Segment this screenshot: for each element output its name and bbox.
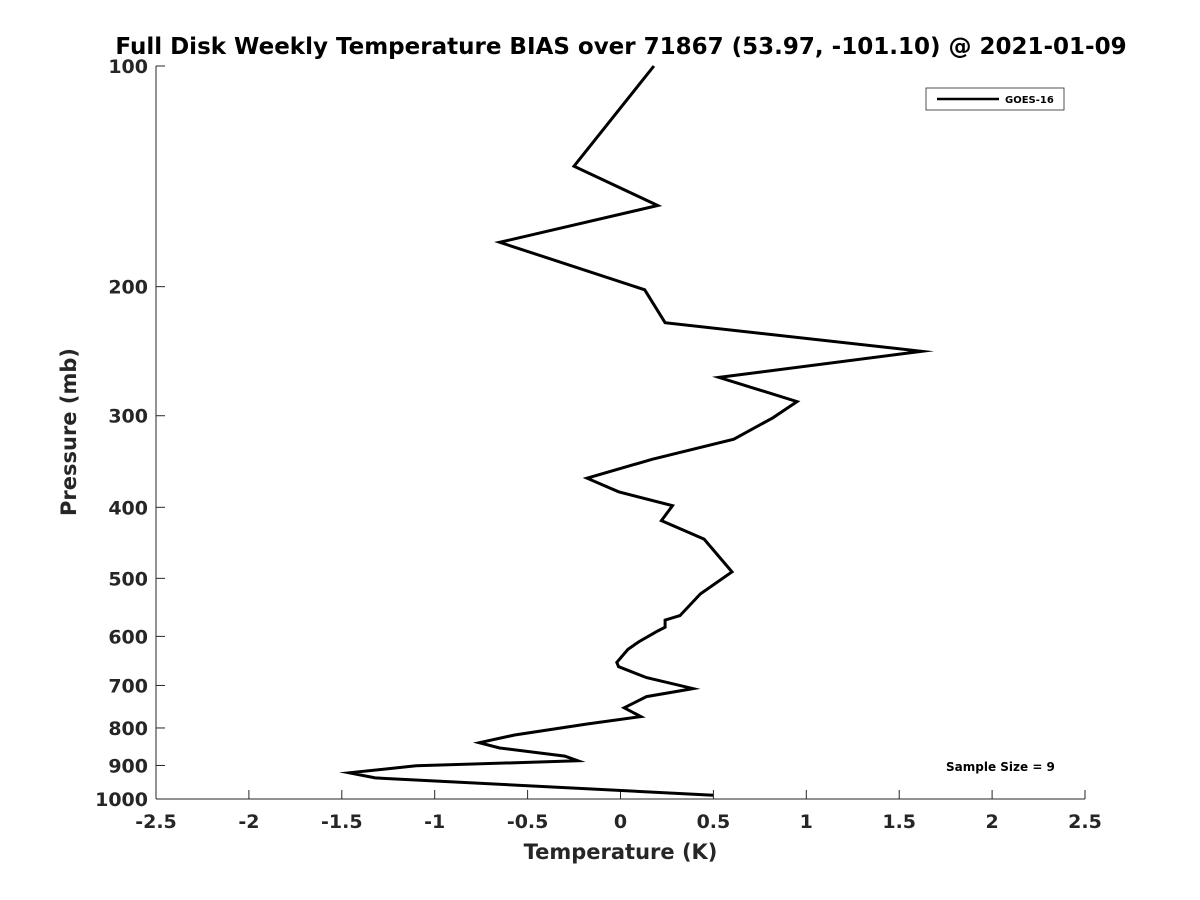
y-tick-label: 500: [108, 568, 148, 590]
series-layer: [339, 65, 935, 797]
x-tick-label: -1.5: [321, 811, 363, 833]
y-tick-label: 800: [108, 718, 148, 740]
y-axis-label: Pressure (mb): [57, 348, 81, 516]
x-tick-label: 1: [800, 811, 813, 833]
y-tick-label: 400: [108, 497, 148, 519]
y-tick-label: 700: [108, 675, 148, 697]
y-tick-label: 100: [108, 56, 148, 78]
series-line-goes-16: [339, 65, 935, 797]
x-tick-label: 2.5: [1068, 811, 1102, 833]
x-tick-label: -0.5: [507, 811, 549, 833]
chart-title: Full Disk Weekly Temperature BIAS over 7…: [115, 34, 1126, 60]
y-tick-label: 200: [108, 277, 148, 299]
y-axis-ticks: 100 200 300 400 500 600 700 800 900 1000: [95, 56, 165, 811]
y-tick-label: 600: [108, 626, 148, 648]
legend-label-goes-16: GOES-16: [1005, 95, 1054, 106]
x-tick-label: 0: [614, 811, 627, 833]
x-tick-label: 0.5: [697, 811, 731, 833]
y-tick-label: 900: [108, 755, 148, 777]
legend: GOES-16: [925, 87, 1065, 111]
y-tick-label: 1000: [95, 789, 148, 811]
plot-area: [156, 66, 1085, 799]
x-axis-label: Temperature (K): [524, 840, 718, 864]
x-axis-ticks: -2.5 -2 -1.5 -1 -0.5 0 0.5 1 1.5 2 2.5: [135, 790, 1102, 833]
x-tick-label: -2.5: [135, 811, 177, 833]
x-tick-label: -1: [424, 811, 445, 833]
x-tick-label: 2: [985, 811, 998, 833]
x-tick-label: -2: [238, 811, 259, 833]
x-tick-label: 1.5: [882, 811, 916, 833]
sample-size-annotation: Sample Size = 9: [946, 760, 1055, 774]
y-tick-label: 300: [108, 406, 148, 428]
